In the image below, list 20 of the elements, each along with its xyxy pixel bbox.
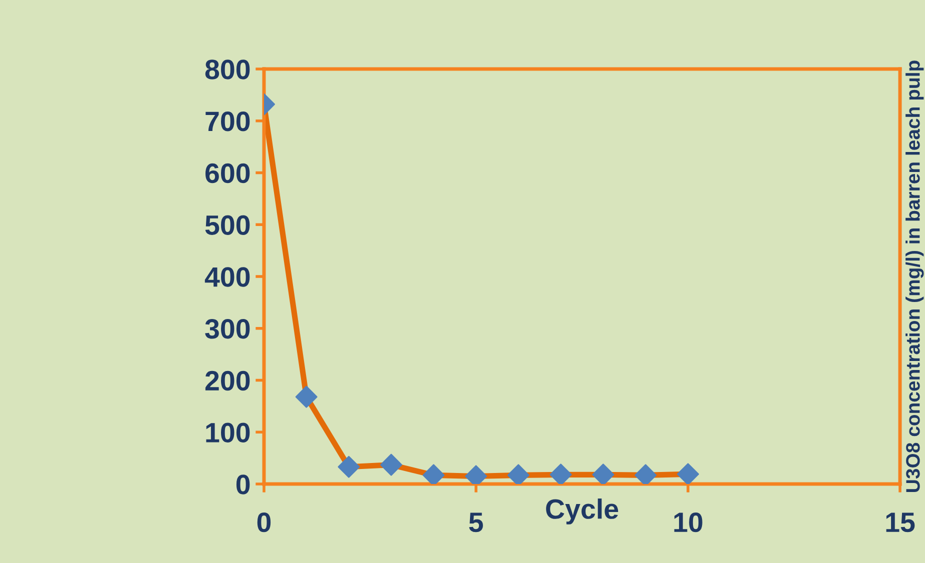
x-tick-label: 5: [469, 512, 483, 532]
y-tick-label: 0: [236, 474, 250, 494]
point: [422, 464, 445, 484]
y-tick-label: 100: [206, 422, 250, 442]
point: [634, 464, 657, 484]
point: [592, 464, 614, 484]
y-tick-label: 600: [205, 163, 250, 184]
y-tick-label: 800: [205, 60, 250, 80]
x-tick-label: 0: [257, 512, 271, 532]
x-tick-label: 15: [886, 512, 915, 532]
y-tick-label: 200: [205, 370, 250, 391]
point: [550, 464, 572, 484]
y-tick-label: 400: [204, 267, 250, 287]
y-axis-title: U3O8 concentration (mg/l) in barren leach pulp: [906, 60, 924, 492]
x-axis-title: Cycle: [546, 498, 618, 524]
point: [507, 464, 530, 484]
x-tick-label: 10: [674, 512, 702, 532]
y-tick-label: 700: [206, 112, 250, 132]
y-tick-label: 300: [205, 319, 250, 339]
y-tick-label: 500: [205, 215, 250, 235]
